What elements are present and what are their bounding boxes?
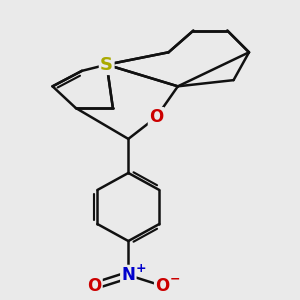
Text: −: − — [170, 273, 181, 286]
Text: S: S — [100, 56, 113, 74]
Text: +: + — [136, 262, 147, 275]
Text: O: O — [87, 277, 101, 295]
Text: N: N — [122, 266, 135, 284]
Text: O: O — [149, 108, 163, 126]
Text: O: O — [155, 277, 170, 295]
